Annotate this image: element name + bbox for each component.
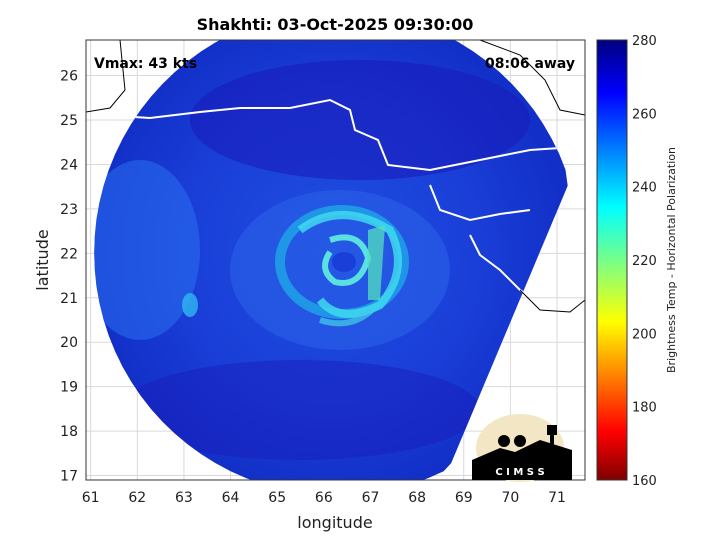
x-tick-label: 68: [408, 490, 426, 506]
colorbar-tick-label: 260: [632, 107, 657, 122]
x-tick-label: 69: [455, 490, 473, 506]
y-tick-label: 25: [60, 113, 78, 129]
dark-band-south: [120, 360, 480, 460]
y-tick-label: 23: [60, 202, 78, 218]
x-tick-label: 71: [548, 490, 566, 506]
y-tick-label: 21: [60, 291, 78, 307]
colorbar-tick-label: 200: [632, 327, 657, 342]
y-axis-ticks: 17 18 19 20 21 22 23 24 25 26: [60, 69, 78, 485]
colorbar-tick-label: 280: [632, 34, 657, 49]
x-tick-label: 70: [501, 490, 519, 506]
y-axis-label: latitude: [33, 229, 52, 290]
warm-west-region: [94, 160, 200, 340]
x-tick-label: 63: [175, 490, 193, 506]
colorbar: [596, 39, 628, 481]
x-tick-label: 67: [362, 490, 380, 506]
x-axis-label: longitude: [297, 513, 372, 532]
colorbar-tick-label: 220: [632, 254, 657, 269]
colorbar-label: Brightness Temp - Horizontal Polarizatio…: [665, 147, 678, 373]
axes-frame: [85, 39, 586, 481]
cimss-logo: C I M S S: [472, 414, 572, 482]
land-boundary: [86, 40, 585, 313]
time-away-label: 08:06 away: [485, 56, 575, 72]
x-tick-label: 65: [268, 490, 286, 506]
colorbar-tick-label: 240: [632, 181, 657, 196]
chart-title: Shakhti: 03-Oct-2025 09:30:00: [197, 15, 474, 34]
x-tick-label: 61: [82, 490, 100, 506]
y-tick-label: 24: [60, 157, 78, 173]
vmax-label: Vmax: 43 kts: [94, 56, 197, 72]
y-tick-label: 18: [60, 424, 78, 440]
y-tick-label: 22: [60, 246, 78, 262]
storm-core: [182, 205, 409, 327]
x-tick-label: 62: [128, 490, 146, 506]
dark-band-north: [190, 60, 530, 180]
y-tick-label: 20: [60, 335, 78, 351]
x-tick-label: 64: [222, 490, 240, 506]
y-tick-label: 17: [60, 469, 78, 485]
x-tick-label: 66: [315, 490, 333, 506]
colorbar-tick-label: 160: [632, 474, 657, 489]
colorbar-tick-label: 180: [632, 401, 657, 416]
x-axis-ticks: 61 62 63 64 65 66 67 68 69 70 71: [82, 490, 566, 506]
y-tick-label: 19: [60, 380, 78, 396]
y-tick-label: 26: [60, 69, 78, 85]
cimss-logo-text: C I M S S: [495, 467, 544, 478]
colorbar-ticks: 280 260 240 220 200 180 160: [632, 34, 657, 489]
